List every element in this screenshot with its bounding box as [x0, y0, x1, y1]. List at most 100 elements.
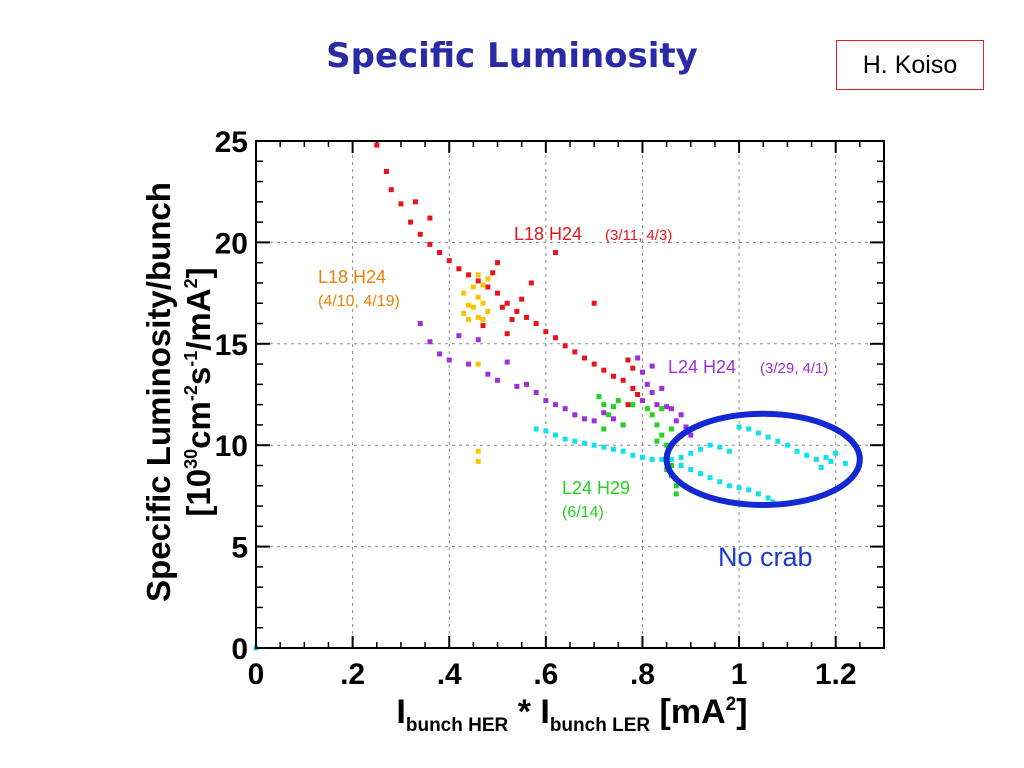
- data-point: [678, 412, 684, 418]
- data-point: [572, 438, 578, 444]
- data-point: [673, 418, 679, 424]
- data-point: [697, 446, 703, 452]
- data-point: [668, 456, 674, 462]
- data-point: [746, 487, 752, 493]
- data-point: [654, 422, 660, 428]
- data-point: [475, 278, 481, 284]
- data-point: [813, 456, 819, 462]
- data-point: [475, 294, 481, 300]
- label-layer: 0 .2 .4 .6 .8 1 1.2 0 5 10 15 20 25: [215, 126, 857, 691]
- data-point: [606, 412, 612, 418]
- data-point: [495, 260, 501, 266]
- data-point: [726, 483, 732, 489]
- data-point: [649, 412, 655, 418]
- no-crab-highlight-ellipse: [663, 410, 863, 509]
- annotation-label: No crab: [718, 542, 813, 572]
- data-point: [519, 296, 525, 302]
- data-point: [417, 231, 423, 237]
- x-tick-label: .2: [340, 658, 365, 691]
- y-axis-label: Specific Luminosity/bunch: [140, 182, 177, 602]
- data-point: [794, 448, 800, 454]
- data-point: [601, 410, 607, 416]
- data-point: [591, 418, 597, 424]
- data-point: [673, 491, 679, 497]
- data-point: [427, 241, 433, 247]
- data-point: [639, 454, 645, 460]
- data-point: [533, 426, 539, 432]
- data-point: [620, 377, 626, 383]
- data-point: [446, 357, 452, 363]
- data-point: [736, 485, 742, 491]
- y-tick-label: 0: [231, 633, 248, 666]
- data-point: [635, 392, 641, 397]
- annotation-sublabel: (3/29, 4/1): [760, 360, 828, 377]
- data-point: [480, 316, 486, 322]
- grid-layer: [256, 141, 884, 648]
- data-point: [475, 337, 481, 343]
- data-point: [697, 471, 703, 477]
- data-point: [480, 300, 486, 306]
- data-point: [630, 365, 636, 371]
- data-point: [823, 454, 829, 460]
- data-point: [475, 458, 481, 464]
- data-point: [581, 355, 587, 361]
- data-point: [639, 398, 645, 404]
- annotation-label: L24 H29: [562, 478, 630, 498]
- data-point: [398, 201, 404, 207]
- data-point: [664, 404, 670, 410]
- data-point: [461, 290, 467, 296]
- data-point: [688, 450, 694, 456]
- data-point: [659, 432, 665, 438]
- data-point: [581, 440, 587, 446]
- data-point: [678, 462, 684, 468]
- author-box: H. Koiso: [836, 40, 984, 90]
- data-point: [804, 452, 810, 458]
- data-point: [678, 454, 684, 460]
- y-tick-label: 25: [215, 126, 248, 159]
- data-point: [668, 462, 674, 468]
- data-point: [591, 442, 597, 448]
- data-point: [765, 434, 771, 440]
- data-point: [446, 258, 452, 264]
- data-point: [620, 448, 626, 454]
- data-point: [553, 402, 559, 408]
- data-point: [466, 361, 472, 367]
- data-point: [828, 458, 834, 464]
- y-tick-label: 10: [215, 430, 248, 463]
- data-point: [596, 394, 602, 400]
- data-point: [427, 215, 433, 221]
- y-tick-label: 5: [231, 532, 248, 565]
- data-point: [683, 424, 689, 430]
- data-point: [654, 402, 660, 408]
- data-point: [533, 321, 539, 327]
- data-point: [755, 491, 761, 497]
- x-tick-label: .6: [533, 658, 558, 691]
- data-point: [625, 402, 631, 408]
- data-point: [630, 385, 636, 391]
- data-point: [509, 316, 515, 322]
- data-point: [765, 495, 771, 501]
- data-point: [659, 385, 665, 391]
- data-point: [528, 280, 534, 286]
- data-point: [572, 349, 578, 355]
- data-point: [553, 432, 559, 438]
- data-point: [659, 406, 665, 412]
- data-point: [639, 369, 645, 375]
- data-point: [601, 444, 607, 450]
- data-point: [755, 430, 761, 436]
- data-point: [461, 310, 467, 316]
- data-point: [533, 389, 539, 395]
- data-point: [581, 416, 587, 422]
- data-point: [630, 402, 636, 408]
- data-point: [630, 452, 636, 458]
- data-point: [664, 442, 670, 448]
- data-point: [562, 343, 568, 349]
- plot-frame: [255, 140, 885, 649]
- data-point: [514, 308, 520, 314]
- data-point: [485, 276, 491, 282]
- data-point: [514, 383, 520, 389]
- data-point: [427, 339, 433, 345]
- data-point: [775, 438, 781, 444]
- data-point: [601, 367, 607, 373]
